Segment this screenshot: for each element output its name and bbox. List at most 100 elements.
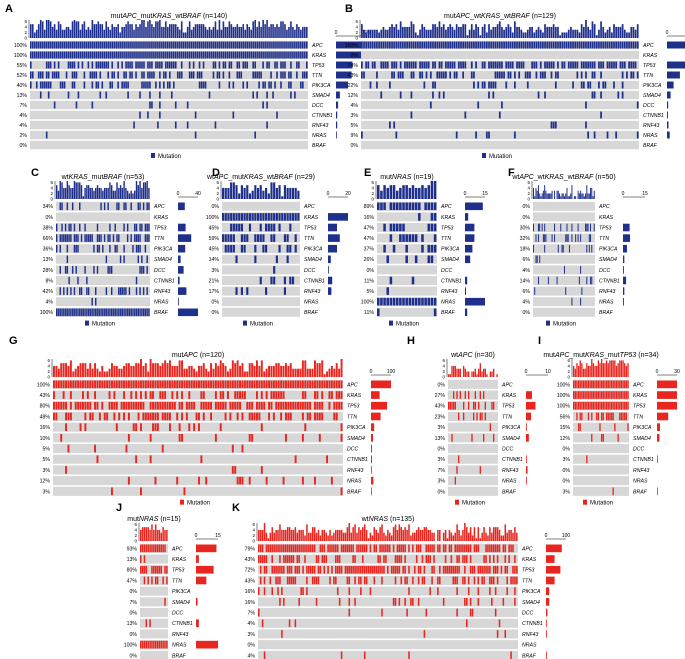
count-bar — [162, 527, 164, 541]
count-bar — [496, 374, 498, 377]
mutation-cell — [539, 223, 541, 232]
percent-label: 0% — [523, 215, 531, 221]
mutation-cell — [424, 297, 427, 306]
mutation-cell — [100, 308, 102, 317]
mutation-cell — [492, 576, 495, 585]
row-background — [448, 444, 498, 454]
gene-frequency-bar — [328, 213, 348, 221]
count-bar — [232, 26, 235, 38]
mutation-cell — [265, 555, 268, 563]
mutation-cell — [617, 380, 619, 389]
mutation-cell — [380, 61, 383, 69]
count-bar — [612, 360, 614, 377]
count-bar — [448, 374, 450, 377]
count-bar — [207, 371, 210, 377]
mutation-cell — [212, 51, 215, 59]
count-bar — [89, 187, 92, 199]
mutation-cell — [574, 401, 576, 410]
count-bar — [453, 29, 456, 38]
percent-label: 12% — [40, 479, 51, 485]
mutation-cell — [533, 41, 536, 49]
mutation-cell — [297, 380, 300, 389]
mutation-cell — [630, 71, 633, 79]
mutation-cell — [159, 81, 161, 89]
mutation-cell — [412, 576, 414, 585]
count-bar — [471, 535, 474, 541]
mutation-cell — [430, 297, 434, 306]
mutation-cell — [121, 308, 124, 317]
count-tick: 4 — [252, 528, 255, 533]
mutation-cell — [159, 391, 162, 399]
mutation-cell — [149, 619, 151, 628]
mutation-cell — [97, 51, 100, 59]
mutation-cell — [311, 565, 314, 574]
mutation-cell — [243, 234, 246, 242]
mutation-cell — [586, 401, 588, 410]
mutation-cell — [144, 223, 147, 232]
mutation-cell — [240, 223, 243, 232]
mutation-cell — [260, 466, 263, 474]
mutation-cell — [615, 391, 618, 399]
count-bar — [588, 193, 590, 199]
mutation-cell — [235, 213, 238, 221]
mutation-cell — [453, 401, 455, 410]
mutation-cell — [425, 71, 428, 79]
gene-label: BRAF — [154, 310, 169, 316]
count-bar — [147, 371, 150, 377]
count-bar — [552, 24, 555, 38]
mutation-cell — [491, 576, 493, 585]
percent-label: 100% — [14, 53, 28, 59]
mutation-cell — [386, 61, 389, 69]
percent-label: 0% — [351, 53, 359, 59]
gene-label: BRAF — [347, 489, 362, 495]
mutation-cell — [524, 41, 527, 49]
mutation-cell — [226, 41, 229, 49]
mutation-cell — [546, 61, 549, 69]
mutation-cell — [147, 412, 150, 421]
mutation-cell — [433, 308, 437, 317]
mutation-cell — [367, 41, 370, 49]
mutation-cell — [270, 391, 273, 399]
mutation-cell — [270, 81, 272, 89]
count-bar — [160, 532, 163, 541]
count-bar — [404, 527, 406, 541]
mutation-cell — [99, 51, 102, 59]
mutation-cell — [259, 555, 262, 563]
count-bar — [508, 529, 510, 541]
mutation-cell — [125, 61, 127, 69]
mutation-cell — [130, 234, 132, 242]
mutation-cell — [473, 412, 475, 421]
count-bar — [636, 24, 639, 38]
percent-label: 0% — [523, 310, 531, 316]
mutation-cell — [386, 255, 389, 264]
mutation-cell — [398, 598, 401, 606]
mutation-cell — [587, 61, 590, 69]
mutation-cell — [161, 444, 164, 453]
frequency-tick: 15 — [215, 533, 221, 539]
mutation-cell — [141, 81, 143, 89]
mutation-cell — [77, 61, 80, 69]
mutation-cell — [300, 51, 302, 59]
mutation-cell — [169, 401, 171, 410]
mutation-cell — [202, 412, 205, 421]
count-bar — [559, 193, 561, 199]
mutation-cell — [493, 434, 495, 442]
mutation-cell — [140, 391, 142, 399]
count-bar — [563, 32, 566, 38]
mutation-cell — [447, 41, 449, 49]
mutation-cell — [402, 202, 405, 211]
mutation-cell — [536, 255, 538, 264]
mutation-cell — [248, 223, 252, 232]
mutation-cell — [258, 380, 261, 389]
gene-label: DCC — [347, 446, 358, 452]
count-bar — [577, 190, 579, 199]
mutation-cell — [456, 565, 458, 574]
mutation-cell — [464, 391, 466, 399]
mutation-cell — [573, 401, 575, 410]
mutation-cell — [282, 476, 285, 485]
mutation-cell — [244, 51, 247, 59]
mutation-cell — [64, 308, 67, 317]
mutation-cell — [294, 244, 297, 253]
mutation-cell — [45, 61, 48, 69]
count-bar — [547, 193, 549, 199]
